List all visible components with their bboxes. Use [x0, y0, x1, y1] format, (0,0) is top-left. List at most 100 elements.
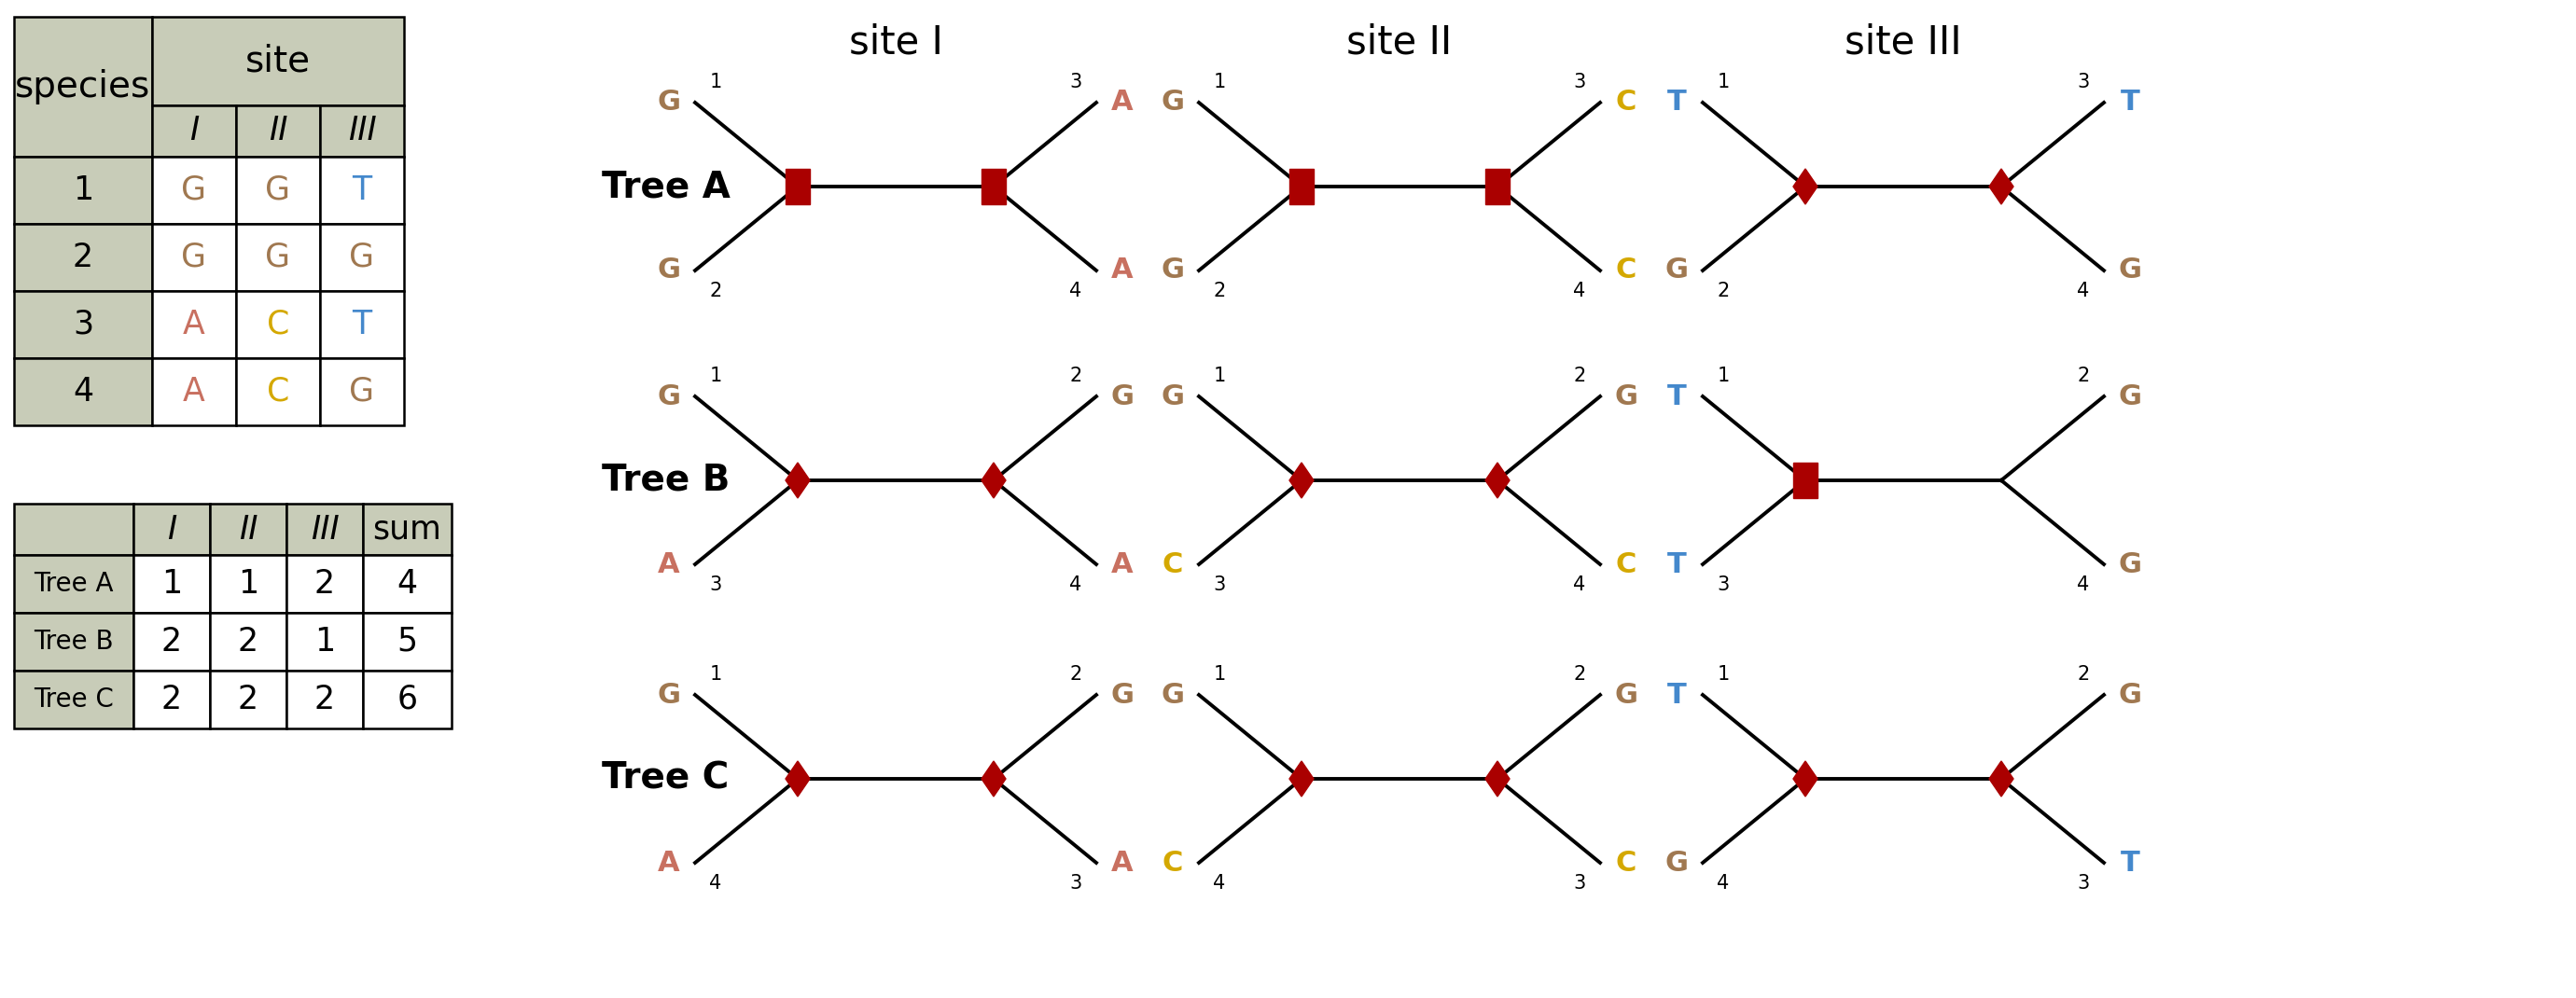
- Text: A: A: [1110, 849, 1133, 876]
- Bar: [363, 504, 451, 555]
- Bar: [152, 17, 404, 106]
- Text: C: C: [1162, 551, 1182, 578]
- Text: 4: 4: [2076, 576, 2089, 594]
- Text: 1: 1: [1718, 73, 1728, 92]
- Text: 1: 1: [314, 626, 335, 658]
- Text: G: G: [180, 242, 206, 273]
- Text: site: site: [245, 43, 312, 79]
- Bar: [363, 671, 451, 729]
- Text: G: G: [265, 242, 291, 273]
- Text: G: G: [1664, 849, 1687, 876]
- Text: 4: 4: [72, 376, 93, 407]
- Text: T: T: [2120, 89, 2141, 116]
- Polygon shape: [1291, 761, 1314, 796]
- Polygon shape: [1793, 761, 1819, 796]
- Bar: [286, 671, 363, 729]
- Text: 1: 1: [708, 366, 721, 385]
- Text: G: G: [1110, 383, 1133, 410]
- Bar: [13, 504, 134, 555]
- Polygon shape: [981, 463, 1005, 498]
- Text: G: G: [1664, 256, 1687, 284]
- Bar: [13, 613, 134, 671]
- Text: T: T: [1667, 682, 1687, 709]
- Text: C: C: [1615, 551, 1636, 578]
- Text: 3: 3: [1069, 73, 1082, 92]
- Polygon shape: [786, 761, 809, 796]
- Bar: [981, 169, 1005, 205]
- Bar: [209, 555, 286, 613]
- Bar: [152, 157, 237, 224]
- Text: G: G: [657, 682, 680, 709]
- Text: 1: 1: [1213, 366, 1226, 385]
- Text: 3: 3: [1213, 576, 1226, 594]
- Text: 3: 3: [1718, 576, 1728, 594]
- Text: C: C: [1162, 849, 1182, 876]
- Text: 4: 4: [1069, 281, 1082, 300]
- Bar: [319, 358, 404, 425]
- Text: 1: 1: [1213, 73, 1226, 92]
- Text: site II: site II: [1347, 22, 1453, 62]
- Text: G: G: [1110, 682, 1133, 709]
- Bar: [363, 613, 451, 671]
- Text: A: A: [1110, 256, 1133, 284]
- Bar: [13, 291, 152, 358]
- Bar: [209, 504, 286, 555]
- Text: 3: 3: [2076, 874, 2089, 892]
- Text: 2: 2: [1718, 281, 1728, 300]
- Text: 2: 2: [237, 626, 258, 658]
- Text: III: III: [348, 115, 376, 147]
- Text: G: G: [1162, 383, 1185, 410]
- Text: 4: 4: [1069, 576, 1082, 594]
- Bar: [209, 613, 286, 671]
- Bar: [152, 224, 237, 291]
- Text: 3: 3: [72, 308, 93, 340]
- Text: I: I: [167, 513, 175, 545]
- Text: G: G: [1615, 682, 1638, 709]
- Bar: [237, 358, 319, 425]
- Text: 4: 4: [708, 874, 721, 892]
- Text: G: G: [1162, 682, 1185, 709]
- Text: 1: 1: [1718, 366, 1728, 385]
- Bar: [786, 169, 809, 205]
- Text: sum: sum: [374, 513, 440, 545]
- Text: C: C: [268, 376, 289, 407]
- Text: II: II: [268, 115, 289, 147]
- Text: species: species: [15, 69, 152, 105]
- Text: 2: 2: [2076, 366, 2089, 385]
- Text: G: G: [1162, 89, 1185, 116]
- Bar: [134, 671, 209, 729]
- Text: A: A: [1110, 551, 1133, 578]
- Text: Tree C: Tree C: [33, 687, 113, 713]
- Text: G: G: [1162, 256, 1185, 284]
- Text: G: G: [1615, 383, 1638, 410]
- Text: 3: 3: [708, 576, 721, 594]
- Text: G: G: [2117, 383, 2141, 410]
- Bar: [209, 671, 286, 729]
- Polygon shape: [981, 761, 1005, 796]
- Text: T: T: [353, 308, 371, 340]
- Text: 2: 2: [1213, 281, 1226, 300]
- Bar: [13, 157, 152, 224]
- Text: G: G: [657, 383, 680, 410]
- Text: III: III: [309, 513, 340, 545]
- Text: 2: 2: [1574, 665, 1587, 684]
- Bar: [363, 555, 451, 613]
- Text: 2: 2: [162, 684, 183, 716]
- Bar: [286, 555, 363, 613]
- Bar: [319, 291, 404, 358]
- Text: G: G: [350, 242, 374, 273]
- Text: A: A: [183, 308, 206, 340]
- Text: T: T: [1667, 89, 1687, 116]
- Text: 2: 2: [1069, 366, 1082, 385]
- Text: C: C: [1615, 89, 1636, 116]
- Bar: [13, 224, 152, 291]
- Text: 4: 4: [1718, 874, 1728, 892]
- Bar: [237, 291, 319, 358]
- Text: 1: 1: [708, 665, 721, 684]
- Text: 4: 4: [2076, 281, 2089, 300]
- Text: G: G: [2117, 256, 2141, 284]
- Bar: [152, 358, 237, 425]
- Text: site III: site III: [1844, 22, 1963, 62]
- Text: II: II: [240, 513, 258, 545]
- Text: 5: 5: [397, 626, 417, 658]
